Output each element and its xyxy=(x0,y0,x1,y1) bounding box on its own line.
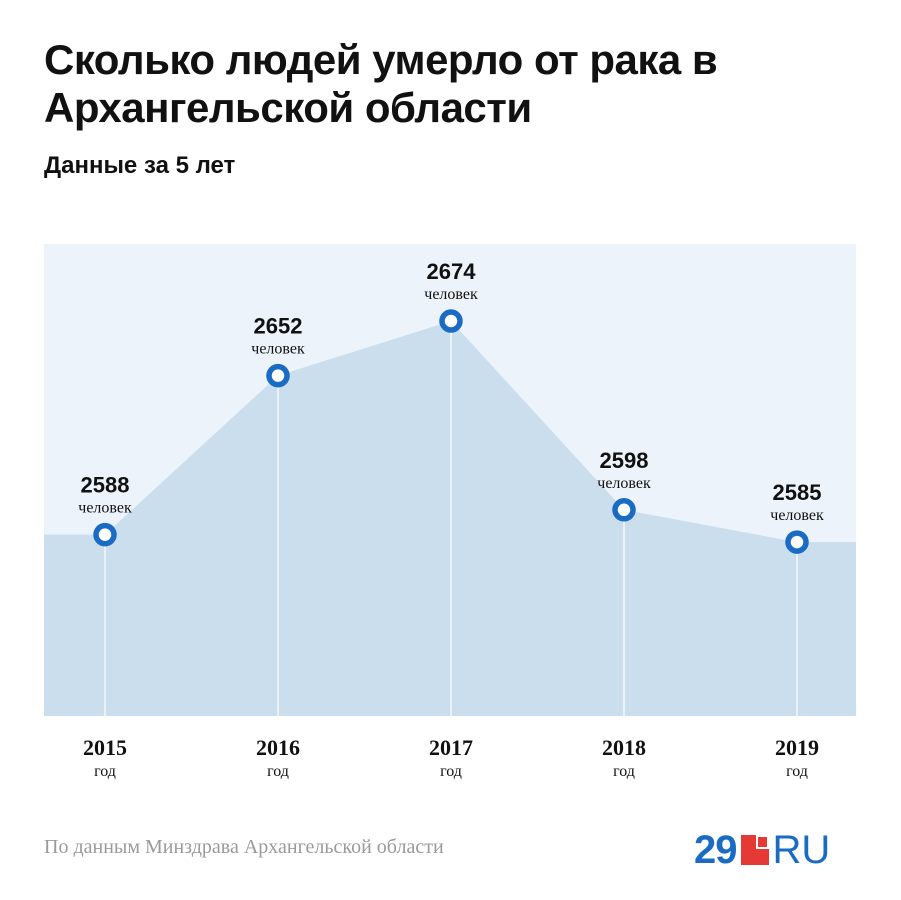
x-tick-unit-2015: год xyxy=(94,763,116,780)
data-point-2019 xyxy=(785,530,809,554)
x-tick-label-2017: 2017 xyxy=(429,735,473,760)
value-label-2016: 2652 xyxy=(254,314,303,339)
value-label-2018: 2598 xyxy=(600,448,649,473)
x-tick-unit-2016: год xyxy=(267,763,289,780)
x-tick-unit-2019: год xyxy=(786,763,808,780)
x-tick-label-2019: 2019 xyxy=(775,735,819,760)
data-point-2016 xyxy=(266,363,290,388)
value-unit-2017: человек xyxy=(424,286,478,303)
value-unit-2018: человек xyxy=(597,475,651,492)
x-tick-unit-2018: год xyxy=(613,763,635,780)
value-unit-2019: человек xyxy=(770,507,824,524)
data-point-2018 xyxy=(612,498,636,522)
site-logo[interactable]: 29 RU xyxy=(694,828,830,872)
x-tick-label-2018: 2018 xyxy=(602,735,646,760)
chart-title: Сколько людей умерло от рака в Архангель… xyxy=(44,36,718,131)
drop-lines xyxy=(104,321,798,716)
value-labels: 2588 человек 2652 человек 2674 человек 2598 чел… xyxy=(78,259,824,524)
x-tick-label-2015: 2015 xyxy=(83,735,127,760)
logo-square-icon xyxy=(740,835,769,865)
data-markers xyxy=(93,309,809,554)
area-series xyxy=(44,321,856,716)
value-label-2017: 2674 xyxy=(427,259,477,284)
source-note: По данным Минздрава Архангельской област… xyxy=(44,836,444,858)
chart-subtitle: Данные за 5 лет xyxy=(44,152,236,179)
data-point-2015 xyxy=(93,522,117,547)
data-point-2017 xyxy=(439,309,463,333)
value-label-2019: 2585 xyxy=(773,480,822,505)
x-tick-unit-2017: год xyxy=(440,763,462,780)
logo-suffix: RU xyxy=(772,827,831,872)
area-chart: 2588 человек 2652 человек 2674 человек 2598 чел… xyxy=(44,244,856,780)
x-tick-label-2016: 2016 xyxy=(256,735,300,760)
x-axis-labels: 2015 год 2016 год 2017 год 2018 год 2019 год xyxy=(83,735,819,780)
logo-number: 29 xyxy=(694,827,737,872)
value-label-2015: 2588 xyxy=(81,473,130,498)
value-unit-2015: человек xyxy=(78,500,132,517)
value-unit-2016: человек xyxy=(251,341,305,358)
